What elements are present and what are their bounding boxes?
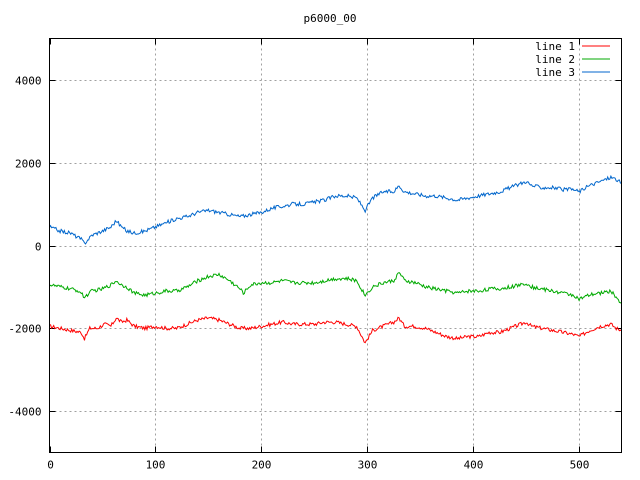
chart-title: p6000_00 xyxy=(304,12,357,25)
series-lines xyxy=(49,174,622,344)
series-line-1 xyxy=(49,316,622,344)
plot-frame xyxy=(49,38,622,453)
grid xyxy=(49,38,622,453)
legend-label-3: line 3 xyxy=(535,66,575,79)
x-tick-label: 100 xyxy=(146,459,166,472)
y-tick-label: -4000 xyxy=(8,406,41,419)
series-line-3 xyxy=(49,174,622,245)
y-tick-label: 2000 xyxy=(15,158,42,171)
y-tick-label: -2000 xyxy=(8,323,41,336)
x-tick-label: 300 xyxy=(358,459,378,472)
series-line-2 xyxy=(49,272,622,304)
legend-label-1: line 1 xyxy=(535,40,575,53)
legend-label-2: line 2 xyxy=(535,53,575,66)
axis-ticks: 0 100 200 300 400 500 -4000 -2000 0 2000 4000 xyxy=(8,38,622,472)
y-tick-label: 0 xyxy=(35,241,42,254)
x-tick-label: 400 xyxy=(464,459,484,472)
x-tick-label: 500 xyxy=(570,459,590,472)
x-tick-label: 0 xyxy=(47,459,54,472)
x-tick-label: 200 xyxy=(252,459,272,472)
y-tick-label: 4000 xyxy=(15,75,42,88)
